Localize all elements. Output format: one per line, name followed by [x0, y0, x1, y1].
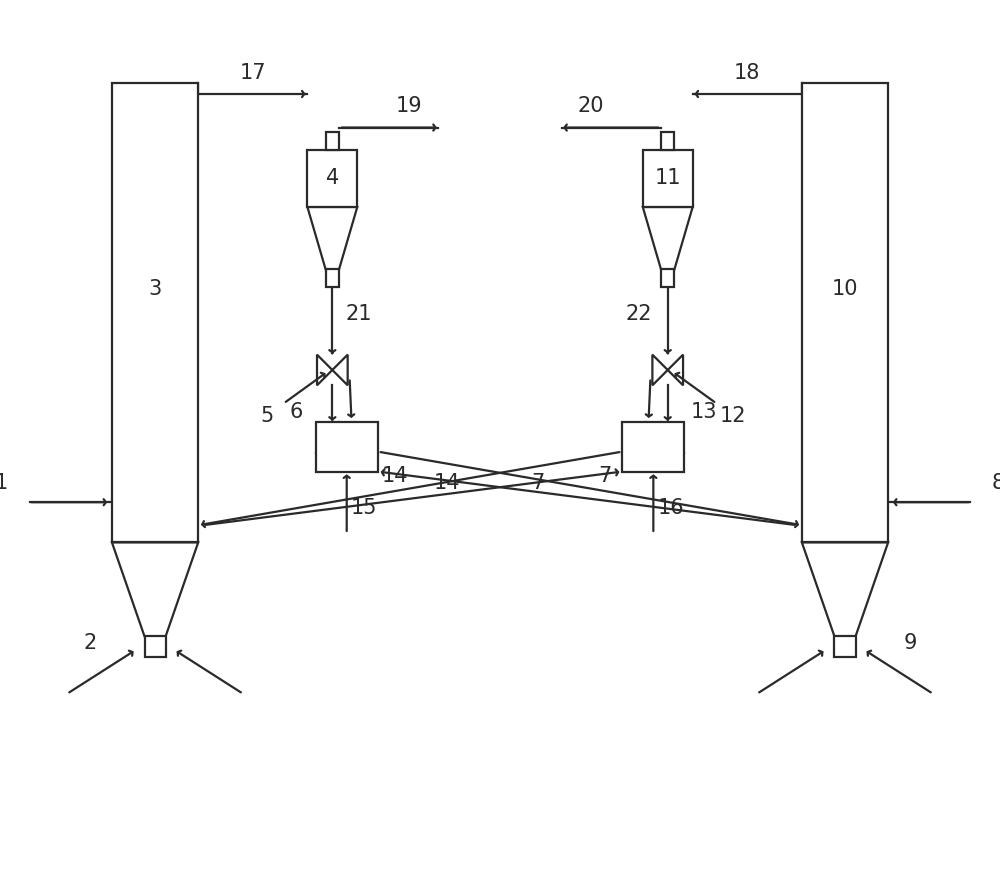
- Text: 2: 2: [83, 633, 97, 653]
- Polygon shape: [668, 354, 683, 385]
- Polygon shape: [332, 354, 348, 385]
- Text: 9: 9: [903, 633, 917, 653]
- Text: 22: 22: [626, 304, 652, 324]
- Text: 18: 18: [734, 63, 760, 83]
- Bar: [326, 132, 339, 150]
- Text: 1: 1: [0, 473, 8, 493]
- Text: 10: 10: [832, 280, 858, 299]
- Text: 4: 4: [326, 168, 339, 189]
- Bar: [112, 82, 198, 543]
- Polygon shape: [652, 354, 668, 385]
- Text: 15: 15: [351, 498, 377, 518]
- Text: 6: 6: [290, 403, 303, 422]
- Text: 20: 20: [578, 96, 604, 117]
- Text: 19: 19: [396, 96, 422, 117]
- Bar: [316, 422, 378, 472]
- Bar: [661, 269, 674, 287]
- Polygon shape: [643, 207, 693, 269]
- Text: 14: 14: [434, 473, 461, 493]
- Text: 8: 8: [992, 473, 1000, 493]
- Bar: [622, 422, 684, 472]
- Bar: [307, 150, 357, 207]
- Text: 7: 7: [598, 467, 612, 487]
- Text: 5: 5: [261, 406, 274, 426]
- Bar: [661, 132, 674, 150]
- Text: 7: 7: [532, 473, 545, 493]
- Bar: [326, 269, 339, 287]
- Bar: [643, 150, 693, 207]
- Polygon shape: [802, 543, 888, 637]
- Text: 14: 14: [382, 467, 408, 487]
- Bar: [802, 82, 888, 543]
- Bar: [145, 637, 166, 658]
- Text: 17: 17: [240, 63, 266, 83]
- Text: 3: 3: [148, 280, 162, 299]
- Polygon shape: [317, 354, 332, 385]
- Text: 13: 13: [690, 403, 717, 422]
- Polygon shape: [307, 207, 357, 269]
- Text: 12: 12: [720, 406, 746, 426]
- Text: 11: 11: [654, 168, 681, 189]
- Text: 16: 16: [657, 498, 684, 518]
- Bar: [834, 637, 856, 658]
- Polygon shape: [112, 543, 198, 637]
- Text: 21: 21: [346, 304, 372, 324]
